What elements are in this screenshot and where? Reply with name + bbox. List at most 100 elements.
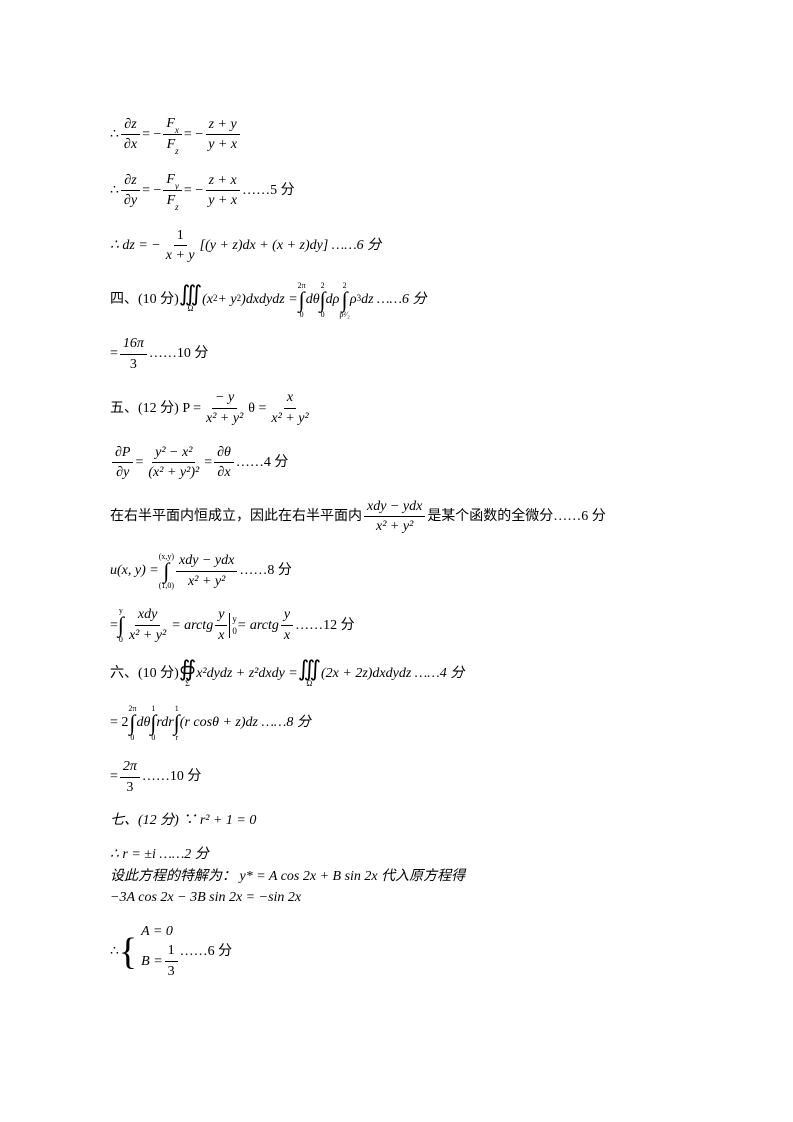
score-text: ……4 分	[236, 453, 289, 473]
brace-body: A = 0 B = 1 3	[141, 922, 180, 982]
denominator: Fz	[164, 191, 182, 211]
numerator: Fy	[163, 170, 182, 191]
fraction: y x	[281, 605, 293, 645]
eq-line-3: ∴ dz = − 1 x + y [(y + z)dx + (x + z)dy]…	[110, 226, 693, 266]
score-text: 是某个函数的全微分……6 分	[427, 507, 606, 527]
text: 设此方程的特解为： y* = A cos 2x + B sin 2x 代入原方程…	[110, 867, 465, 887]
integral: 2π∫0	[128, 703, 136, 743]
text: x²dydz + z²dxdy =	[196, 664, 298, 684]
eq-line-10: = y∫0 xdy x² + y² = arctg y x y 0 = arct…	[110, 605, 693, 645]
sup: 2	[237, 292, 242, 305]
fraction: xdy x² + y²	[126, 605, 169, 645]
integral: (x,y)∫(1,0)	[159, 551, 174, 591]
denominator: x² + y²	[126, 626, 169, 646]
therefore: ∴	[110, 181, 119, 201]
text: )dxdydz =	[241, 290, 298, 310]
text: u(x, y) =	[110, 561, 159, 581]
score-text: ……12 分	[295, 616, 355, 636]
label: 五、(12 分) P =	[110, 399, 201, 419]
numerator: xdy − ydx	[176, 551, 237, 572]
therefore: ∴	[110, 942, 119, 962]
score-text: dz ……6 分	[361, 290, 426, 310]
eq-line-14: 七、(12 分) ∵ r² + 1 = 0	[110, 811, 693, 831]
eq-line-9: u(x, y) = (x,y)∫(1,0) xdy − ydx x² + y² …	[110, 551, 693, 591]
text: rdr	[156, 713, 173, 733]
numerator: ∂z	[121, 115, 139, 136]
fraction: xdy − ydx x² + y²	[364, 497, 425, 537]
label: 四、(10 分)	[110, 290, 179, 310]
surface-integral: ∯Σ	[179, 660, 196, 689]
denominator: 3	[127, 355, 140, 375]
text: = arctg	[171, 616, 213, 636]
text: dθ	[136, 713, 150, 733]
integral: y∫0	[118, 605, 124, 645]
eq-line-6: 五、(12 分) P = − y x² + y² θ = x x² + y²	[110, 388, 693, 428]
eval-bar: y 0	[229, 613, 237, 638]
eq-line-1: ∴ ∂z ∂x = − Fx Fz = − z + y y + x	[110, 114, 693, 156]
text: 七、(12 分) ∵ r² + 1 = 0	[110, 811, 256, 831]
fraction: ∂z ∂y	[121, 171, 140, 211]
fraction: z + x y + x	[205, 171, 240, 211]
numerator: − y	[212, 388, 237, 409]
eq-line-4: 四、(10 分) ∭Ω (x2 + y2 )dxdydz = 2π∫0 dθ 2…	[110, 280, 693, 320]
numerator: ∂θ	[214, 443, 234, 464]
text: dρ	[326, 290, 340, 310]
brace-row: B = 1 3	[141, 941, 180, 981]
numerator: y	[281, 605, 293, 626]
denominator: y + x	[205, 191, 240, 211]
denominator: y + x	[205, 135, 240, 155]
numerator: y² − x²	[152, 443, 195, 464]
fraction: − y x² + y²	[203, 388, 246, 428]
denominator: ∂y	[121, 191, 140, 211]
numerator: ∂P	[112, 443, 133, 464]
numerator: x	[284, 388, 296, 409]
text: =	[110, 616, 118, 636]
eq-line-8: 在右半平面内恒成立，因此在右半平面内 xdy − ydx x² + y² 是某个…	[110, 497, 693, 537]
eq-line-7: ∂P ∂y = y² − x² (x² + y²)² = ∂θ ∂x ……4 分	[110, 443, 693, 483]
numerator: y	[215, 605, 227, 626]
text: = −	[184, 181, 203, 201]
text: (x	[202, 290, 213, 310]
denominator: ∂y	[113, 463, 132, 483]
eq-line-5: = 16π 3 ……10 分	[110, 334, 693, 374]
text: + y	[217, 290, 236, 310]
eq-line-17: −3A cos 2x − 3B sin 2x = −sin 2x	[110, 888, 693, 908]
fraction: xdy − ydx x² + y²	[176, 551, 237, 591]
eq-line-16: 设此方程的特解为： y* = A cos 2x + B sin 2x 代入原方程…	[110, 867, 693, 887]
fraction: Fx Fz	[163, 114, 182, 156]
therefore: ∴	[110, 125, 119, 145]
text: −3A cos 2x − 3B sin 2x = −sin 2x	[110, 888, 301, 908]
fraction: Fy Fz	[163, 170, 182, 212]
score-text: ……8 分	[239, 561, 292, 581]
numerator: Fx	[163, 114, 182, 135]
eq-line-12: = 2 2π∫0 dθ 1∫0 rdr 1∫r (r cosθ + z)dz ……	[110, 703, 693, 743]
text: = −	[142, 125, 161, 145]
numerator: 2π	[120, 757, 140, 778]
numerator: xdy	[135, 605, 160, 626]
eq-line-15: ∴ r = ±i ……2 分	[110, 845, 693, 865]
denominator: x² + y²	[268, 409, 311, 429]
label: 六、(10 分)	[110, 664, 179, 684]
sup: 2	[213, 292, 218, 305]
text: =	[135, 453, 143, 473]
score-text: (r cosθ + z)dz ……8 分	[180, 713, 311, 733]
fraction: y x	[215, 605, 227, 645]
score-text: ∴ r = ±i ……2 分	[110, 845, 209, 865]
triple-integral: ∭Ω	[298, 660, 321, 689]
numerator: xdy − ydx	[364, 497, 425, 518]
fraction: 2π 3	[120, 757, 140, 797]
numerator: z + y	[206, 115, 240, 136]
fraction: 16π 3	[120, 334, 147, 374]
denominator: 3	[123, 778, 136, 798]
denominator: ∂x	[121, 135, 140, 155]
text: = −	[142, 181, 161, 201]
score-text: ……6 分	[180, 942, 233, 962]
numerator: 16π	[120, 334, 147, 355]
text: = arctg	[237, 616, 279, 636]
numerator: 1	[174, 226, 187, 247]
fraction: ∂P ∂y	[112, 443, 133, 483]
denominator: Fz	[164, 135, 182, 155]
text: [(y + z)dx + (x + z)dy] ……6 分	[200, 236, 382, 256]
denominator: x	[281, 626, 293, 646]
score-text: ……10 分	[142, 767, 202, 787]
